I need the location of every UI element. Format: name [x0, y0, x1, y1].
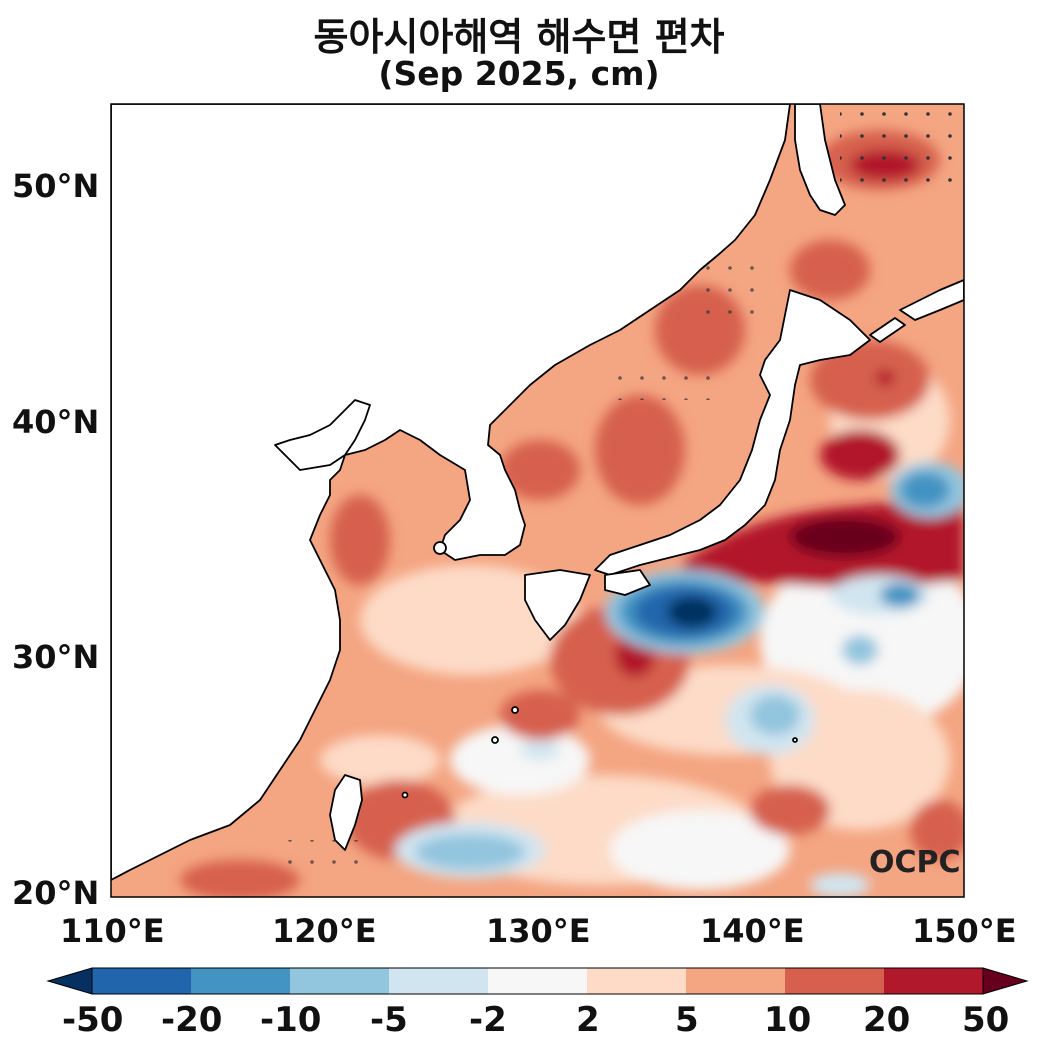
colorbar-label: -20 [161, 1000, 223, 1040]
lat-tick-40n: 40°N [12, 403, 100, 441]
colorbar-label: -10 [260, 1000, 322, 1040]
colorbar-swatch [785, 968, 884, 994]
colorbar-label: -2 [469, 1000, 507, 1040]
lat-tick-30n: 30°N [12, 638, 100, 676]
colorbar-extend-high [982, 967, 1029, 995]
colorbar-label: 2 [576, 1000, 600, 1040]
map-frame [110, 103, 965, 898]
landmasses [111, 104, 964, 881]
colorbar-label: 10 [764, 1000, 812, 1040]
anomaly-field [111, 104, 964, 897]
colorbar-label: -50 [62, 1000, 124, 1040]
colorbar-swatch [686, 968, 785, 994]
lon-tick-130e: 130°E [486, 912, 591, 950]
colorbar-extend-low [46, 967, 93, 995]
colorbar-label: 5 [675, 1000, 699, 1040]
lon-tick-120e: 120°E [272, 912, 377, 950]
lon-tick-110e: 110°E [60, 912, 165, 950]
colorbar-swatch [290, 968, 389, 994]
map-subtitle: (Sep 2025, cm) [378, 54, 660, 93]
colorbar-swatch [884, 968, 983, 994]
colorbar-swatch [488, 968, 587, 994]
lon-tick-140e: 140°E [700, 912, 805, 950]
lat-tick-50n: 50°N [12, 167, 100, 205]
lat-tick-20n: 20°N [12, 874, 100, 912]
colorbar-label: -5 [370, 1000, 408, 1040]
colorbar [46, 967, 1029, 995]
colorbar-swatch [587, 968, 686, 994]
colorbar-swatch [92, 968, 191, 994]
colorbar-label: 50 [962, 1000, 1010, 1040]
lon-tick-150e: 150°E [912, 912, 1017, 950]
colorbar-swatch [191, 968, 290, 994]
ocpc-watermark: OCPC [869, 845, 961, 880]
colorbar-label: 20 [863, 1000, 911, 1040]
map-title: 동아시아해역 해수면 편차 [313, 15, 725, 59]
colorbar-swatch [389, 968, 488, 994]
